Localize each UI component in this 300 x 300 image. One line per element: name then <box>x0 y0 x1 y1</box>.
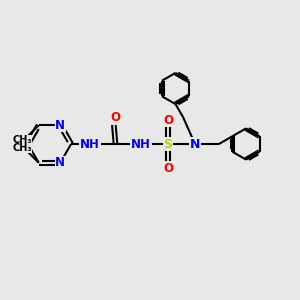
Text: CH₃: CH₃ <box>12 135 32 145</box>
Text: N: N <box>55 119 65 132</box>
Text: NH: NH <box>80 137 100 151</box>
Text: O: O <box>110 111 121 124</box>
Text: N: N <box>55 156 65 169</box>
Text: CH₃: CH₃ <box>12 143 32 153</box>
Text: O: O <box>163 161 173 175</box>
Text: N: N <box>190 137 200 151</box>
Text: S: S <box>164 137 172 151</box>
Text: O: O <box>163 113 173 127</box>
Text: NH: NH <box>131 137 151 151</box>
